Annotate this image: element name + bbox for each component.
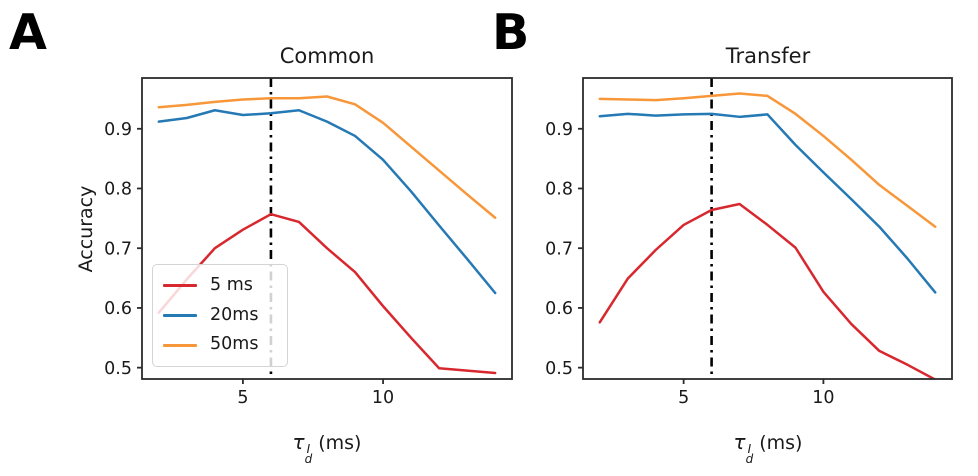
x-axis-unit: (ms)	[318, 432, 362, 454]
series-line-5ms	[598, 202, 937, 379]
y-tick-label: 0.5	[104, 359, 132, 379]
legend-label: 20ms	[210, 304, 259, 325]
x-tick-label: 5	[678, 388, 689, 408]
panel-b-axes: 5 10 0.5 0.6 0.7 0.8 0.9	[545, 77, 953, 408]
y-tick-label: 0.6	[104, 299, 132, 319]
y-tick-label: 0.9	[545, 120, 573, 140]
y-tick-label: 0.8	[545, 180, 573, 200]
x-axis-unit: (ms)	[759, 432, 803, 454]
tau-symbol: τ	[292, 430, 305, 454]
series-line-50ms	[157, 95, 497, 219]
tau-symbol: τ	[733, 430, 746, 454]
y-tick-label: 0.9	[104, 120, 132, 140]
tau-superscript: I	[306, 442, 311, 456]
series-line-20ms	[598, 112, 937, 294]
tau-subscript: d	[745, 451, 754, 466]
plot-spines	[141, 77, 513, 380]
legend-item-50ms: 50ms	[163, 336, 277, 354]
tau-superscript: I	[747, 442, 752, 456]
y-tick-label: 0.7	[545, 239, 573, 259]
x-tick-label: 5	[237, 388, 248, 408]
legend-swatch-blue	[163, 313, 197, 317]
legend-label: 50ms	[210, 334, 259, 355]
panel-b-letter: B	[492, 4, 529, 61]
legend-item-20ms: 20ms	[163, 304, 277, 325]
y-tick-label: 0.7	[104, 239, 132, 259]
tau-subscript: d	[304, 451, 313, 466]
panel-b-title: Transfer	[725, 44, 811, 68]
plot-spines	[582, 77, 953, 380]
legend-swatch-red	[163, 284, 197, 288]
panel-a-title: Common	[279, 44, 375, 68]
panel-a-letter: A	[9, 4, 47, 61]
y-tick-label: 0.8	[104, 180, 132, 200]
y-tick-label: 0.6	[545, 299, 573, 319]
x-tick-label: 10	[372, 388, 394, 408]
x-tick-label: 10	[812, 388, 834, 408]
legend: 5 ms 20ms 50ms	[152, 264, 288, 367]
y-tick-label: 0.5	[545, 359, 573, 379]
legend-label: 5 ms	[210, 275, 253, 296]
y-axis-label: Accuracy	[75, 185, 97, 273]
series-line-50ms	[598, 92, 937, 228]
series-line-20ms	[157, 109, 497, 295]
legend-swatch-orange	[163, 343, 197, 347]
series-line-5ms	[157, 212, 497, 375]
legend-item-5ms: 5 ms	[163, 277, 277, 295]
